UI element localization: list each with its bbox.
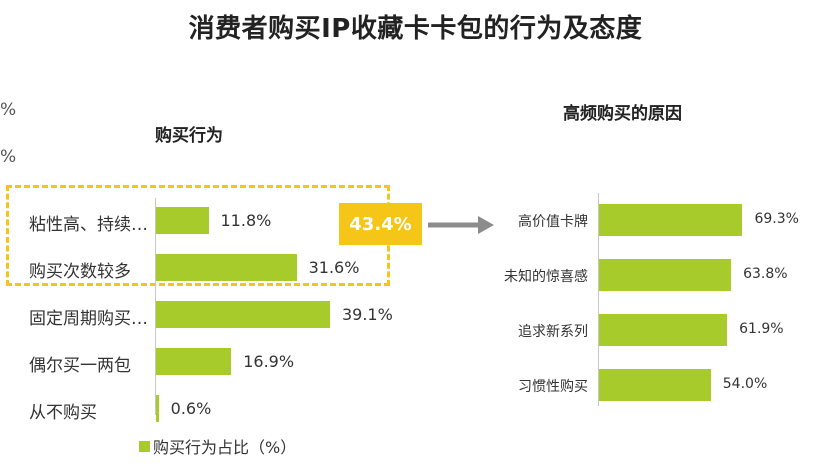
bar (599, 314, 728, 346)
bar (156, 254, 297, 281)
bar (599, 369, 711, 401)
bar (156, 301, 330, 328)
category-label: 追求新系列 (518, 324, 588, 340)
legend-label: 购买行为占比（%） (153, 438, 297, 457)
category-label: 固定周期购买… (29, 308, 148, 329)
page-title: 消费者购买IP收藏卡卡包的行为及态度 (188, 14, 643, 44)
value-label: 61.9% (739, 321, 784, 337)
category-label: 从不购买 (29, 402, 97, 423)
right-chart-title: 高频购买的原因 (563, 104, 682, 124)
edge-mark-2: % (0, 147, 17, 167)
bar (156, 207, 209, 234)
value-label: 11.8% (220, 210, 272, 230)
callout-value: 43.4% (349, 213, 412, 235)
bar (156, 395, 159, 422)
right-axis (598, 193, 599, 406)
legend-swatch (139, 441, 150, 452)
value-label: 54.0% (722, 376, 768, 392)
callout-badge: 43.4% (339, 203, 422, 245)
left-axis (155, 198, 156, 415)
category-label: 粘性高、持续… (29, 214, 148, 235)
bar (599, 204, 743, 236)
category-label: 未知的惊喜感 (504, 269, 588, 285)
bar (599, 259, 732, 291)
value-label: 31.6% (308, 257, 360, 277)
category-label: 高价值卡牌 (518, 214, 588, 230)
value-label: 63.8% (743, 266, 788, 282)
category-label: 习惯性购买 (518, 379, 588, 395)
bar (156, 348, 232, 375)
value-label: 0.6% (170, 398, 212, 418)
edge-mark-1: % (0, 100, 17, 120)
arrow-right-icon (428, 216, 494, 234)
category-label: 购买次数较多 (29, 261, 131, 282)
value-label: 39.1% (341, 304, 393, 324)
left-chart-title: 购买行为 (155, 126, 223, 146)
value-label: 69.3% (754, 211, 799, 227)
category-label: 偶尔买一两包 (29, 355, 131, 376)
value-label: 16.9% (243, 351, 295, 371)
